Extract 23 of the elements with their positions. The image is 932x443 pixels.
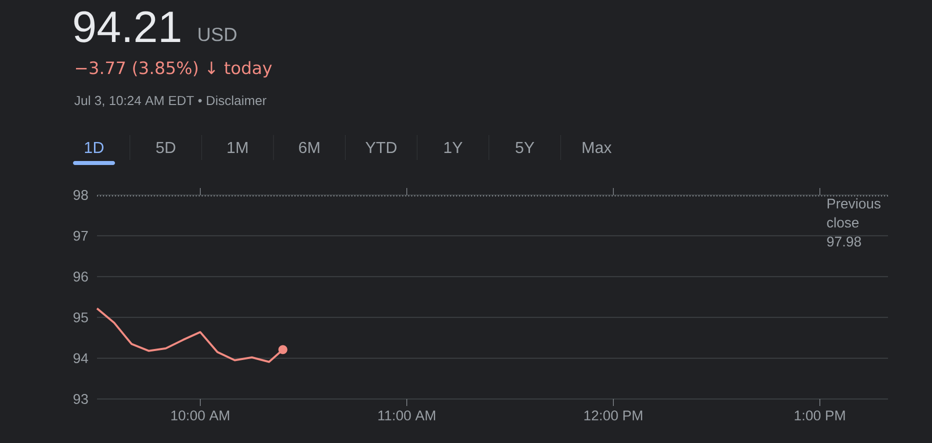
x-tick-label: 10:00 AM: [171, 410, 230, 420]
y-tick-label: 96: [74, 272, 88, 282]
text: 6M: [299, 142, 320, 154]
text: 5Y: [516, 142, 534, 154]
text: Max: [582, 142, 612, 154]
x-tick-label: 12:00 PM: [584, 410, 642, 420]
x-tick-label: 11:00 AM: [378, 410, 436, 420]
text: USD: [198, 28, 236, 42]
chart-title: 94.21: [74, 11, 180, 42]
text: 1M: [228, 142, 248, 153]
y-tick-label: 95: [74, 312, 88, 322]
chart-subtitle: Jul 3, 10:24 AM EDT • Disclaimer: [74, 96, 266, 107]
y-tick-label: 98: [74, 190, 88, 200]
y-tick-label: 97: [74, 230, 88, 241]
text: 1D: [84, 142, 104, 153]
text: −3.77 (3.85%) ↓ today: [76, 61, 272, 78]
x-tick-label: 1:00 PM: [794, 410, 845, 420]
text: YTD: [366, 142, 396, 153]
y-tick-label: 94: [74, 353, 88, 364]
y-tick-label: 93: [74, 394, 88, 404]
text: 5D: [156, 142, 176, 154]
legend-label: Previous close 97.98: [827, 198, 880, 247]
text: 1Y: [444, 142, 462, 153]
